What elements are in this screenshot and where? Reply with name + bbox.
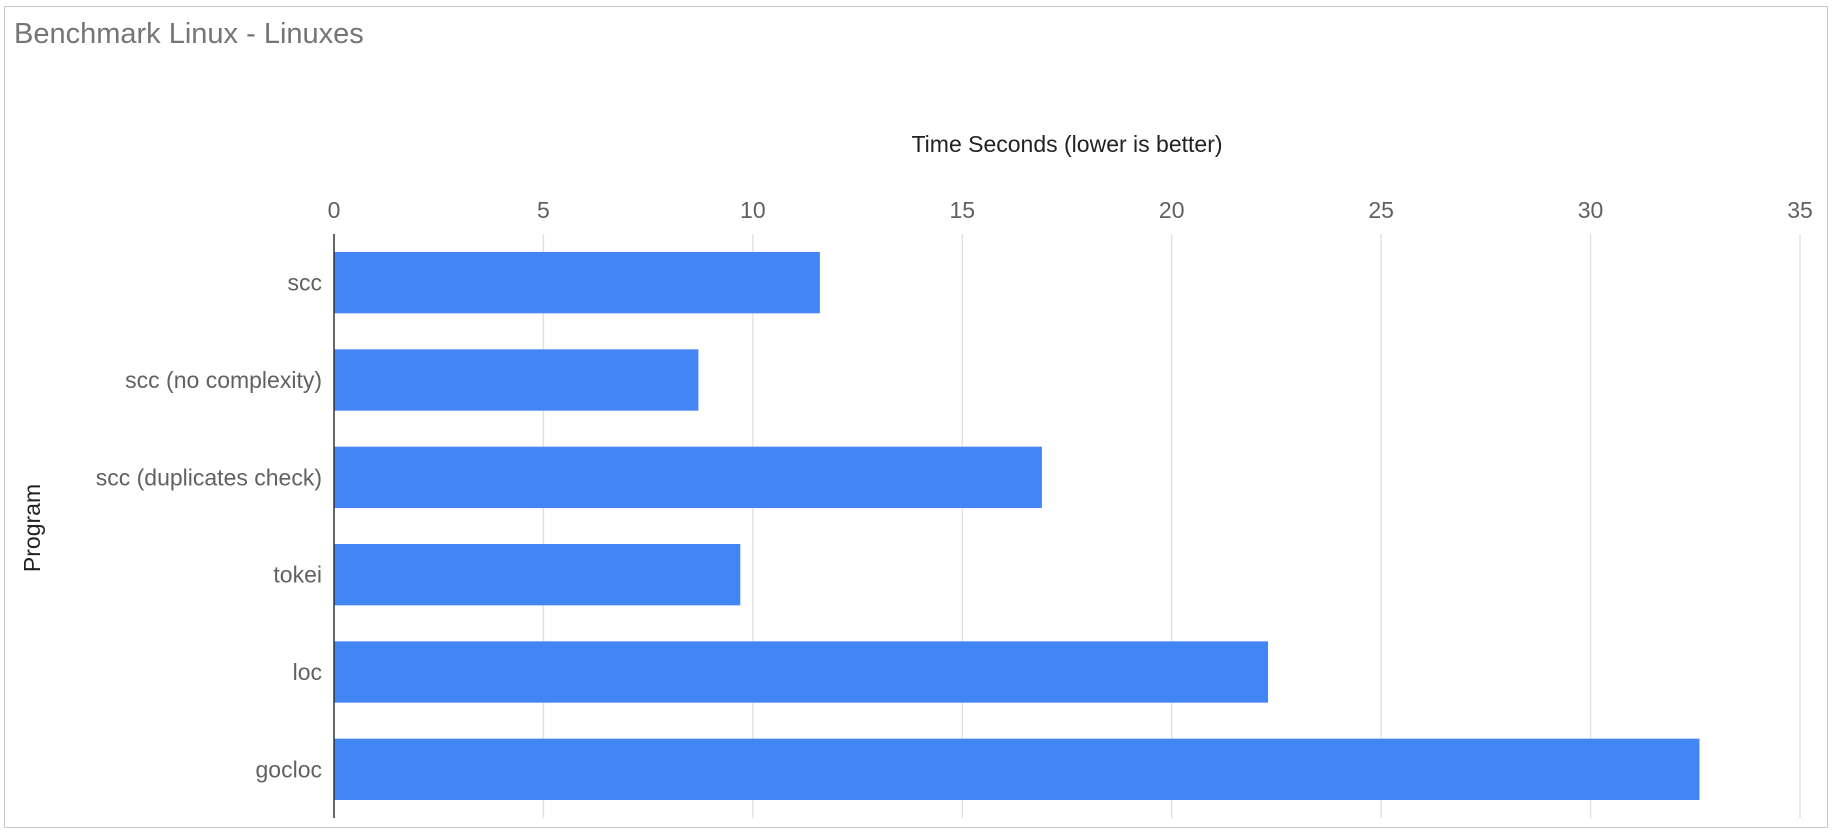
bar	[334, 544, 741, 606]
bars	[334, 252, 1700, 800]
axes: 0 5 10 15 20 25 30 35 scc scc (no complexity) scc …	[96, 197, 1813, 818]
bar	[334, 349, 699, 411]
x-tick-label: 10	[740, 197, 766, 223]
x-tick-label: 5	[537, 197, 550, 223]
x-tick-label: 25	[1368, 197, 1394, 223]
gridlines	[542, 234, 1801, 818]
y-category-label: gocloc	[256, 756, 322, 782]
x-tick-label: 0	[328, 197, 341, 223]
y-category-label: scc (no complexity)	[125, 367, 322, 393]
y-axis-title: Program	[19, 484, 45, 572]
y-category-label: loc	[293, 659, 322, 685]
bar	[334, 446, 1042, 508]
bar	[334, 738, 1700, 800]
x-tick-label: 20	[1159, 197, 1185, 223]
y-category-label: scc (duplicates check)	[96, 464, 322, 490]
y-category-label: scc	[288, 270, 323, 296]
x-tick-label: 35	[1787, 197, 1813, 223]
x-axis-title: Time Seconds (lower is better)	[911, 131, 1222, 157]
x-tick-label: 30	[1578, 197, 1604, 223]
x-tick-label: 15	[949, 197, 975, 223]
bar	[334, 252, 820, 314]
bar	[334, 641, 1269, 703]
chart-title: Benchmark Linux - Linuxes	[14, 18, 364, 50]
y-category-label: tokei	[273, 562, 322, 588]
